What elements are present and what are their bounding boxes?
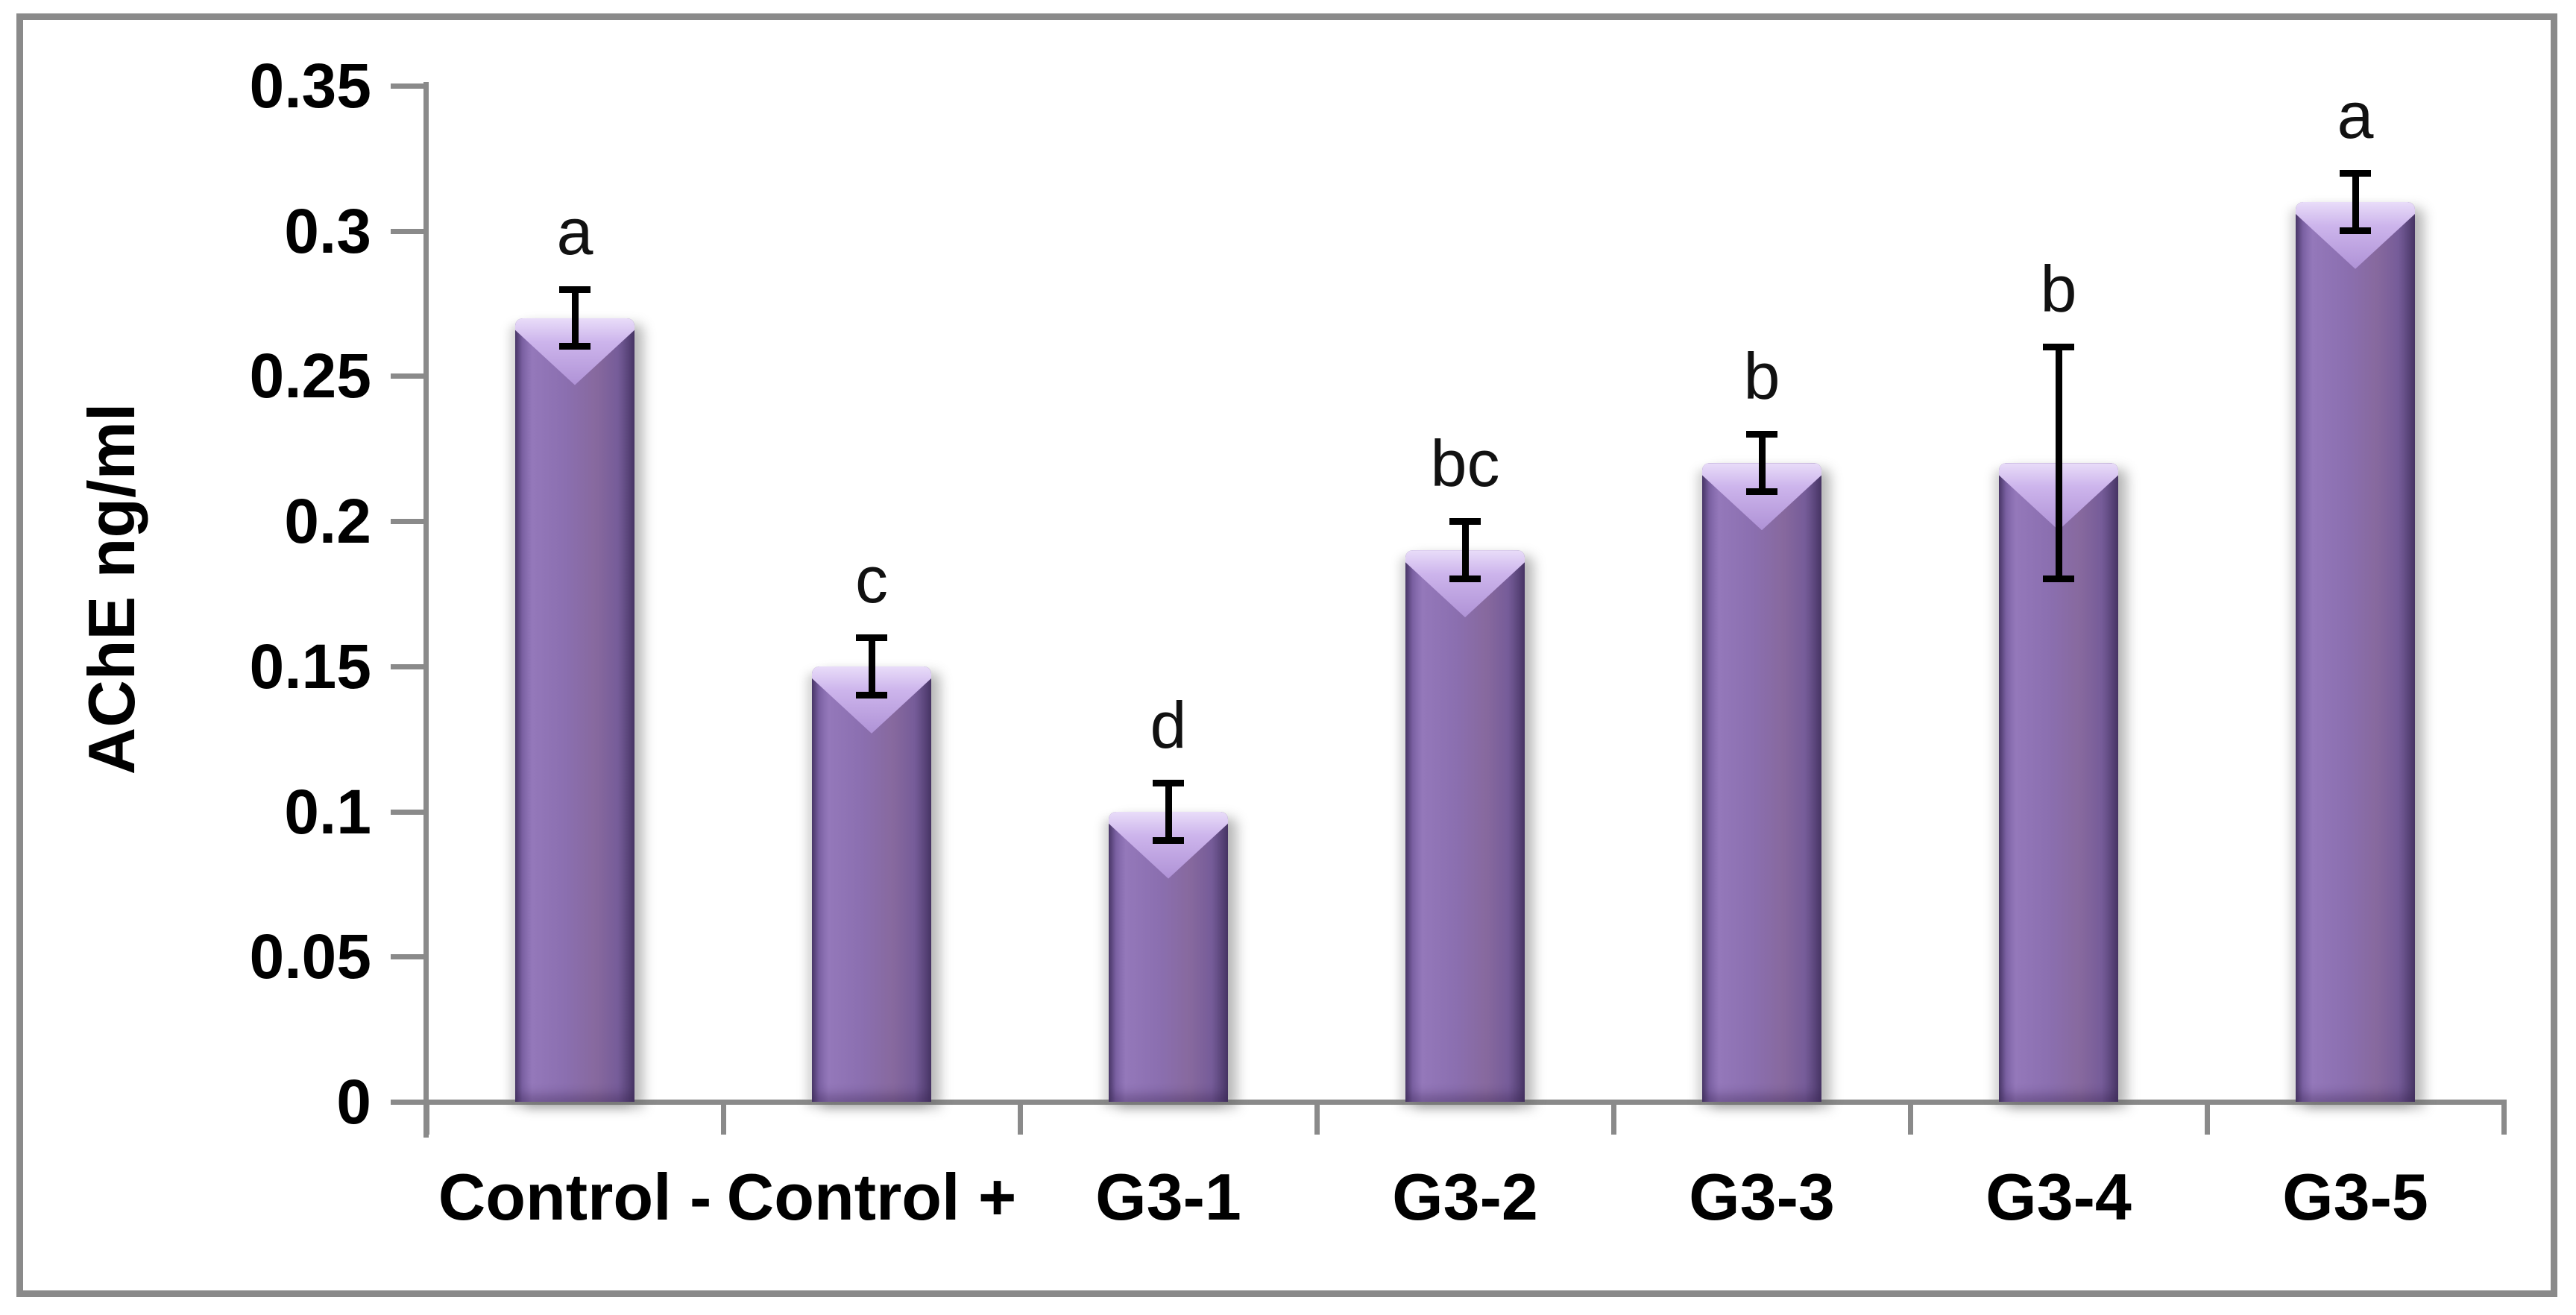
bar-g3-1 <box>1109 811 1228 1102</box>
error-bar-cap-top <box>2340 169 2371 177</box>
y-tick-label: 0.1 <box>284 776 371 847</box>
error-bar-line <box>2055 347 2062 580</box>
x-tick <box>1908 1102 1913 1135</box>
x-axis-category-label: G3-5 <box>2282 1160 2428 1234</box>
significance-letter: bc <box>1430 426 1500 501</box>
error-bar-cap-bottom <box>559 343 591 350</box>
x-tick <box>1611 1102 1616 1135</box>
y-tick-label: 0.25 <box>249 341 372 411</box>
error-bar-cap-top <box>1153 779 1184 786</box>
y-tick <box>391 663 423 669</box>
y-tick-label: 0.35 <box>249 51 372 121</box>
significance-letter: b <box>1743 339 1780 414</box>
y-tick <box>391 1100 423 1105</box>
x-tick <box>721 1102 726 1135</box>
x-axis-category-label: G3-4 <box>1985 1160 2132 1234</box>
x-tick <box>1314 1102 1320 1135</box>
y-tick <box>391 228 423 234</box>
error-bar-line <box>1461 521 1469 580</box>
chart-border <box>16 13 2557 1297</box>
significance-letter: a <box>2337 78 2374 152</box>
significance-letter: a <box>556 194 593 268</box>
error-bar-line <box>868 637 875 696</box>
significance-letter: c <box>855 542 888 616</box>
x-tick <box>1018 1102 1023 1135</box>
y-tick-label: 0.15 <box>249 631 372 701</box>
bar-g3-3 <box>1702 463 1821 1102</box>
error-bar-cap-top <box>856 634 887 641</box>
y-axis-title: AChE ng/ml <box>75 403 148 775</box>
error-bar-line <box>571 288 579 347</box>
error-bar-cap-bottom <box>1153 836 1184 844</box>
x-axis-category-label: Control + <box>726 1160 1017 1234</box>
y-tick-label: 0 <box>336 1067 371 1137</box>
x-axis-category-label: G3-3 <box>1689 1160 1835 1234</box>
bar-g3-5 <box>2296 201 2415 1102</box>
error-bar-cap-top <box>2043 344 2074 351</box>
error-bar-cap-bottom <box>1746 488 1777 496</box>
error-bar-cap-top <box>1449 518 1481 526</box>
bar-g3-2 <box>1405 550 1525 1102</box>
y-tick-label: 0.2 <box>284 486 371 557</box>
error-bar-cap-bottom <box>1449 575 1481 583</box>
x-axis-category-label: G3-1 <box>1095 1160 1241 1234</box>
y-tick <box>391 809 423 815</box>
error-bar-cap-bottom <box>2340 227 2371 234</box>
y-tick <box>391 83 423 89</box>
x-axis-line <box>391 1100 2507 1105</box>
y-axis-line <box>423 82 429 1138</box>
error-bar-line <box>1758 434 1766 493</box>
x-tick <box>424 1102 429 1135</box>
error-bar-cap-bottom <box>2043 575 2074 583</box>
bar-control- <box>515 318 634 1102</box>
y-tick <box>391 519 423 525</box>
error-bar-line <box>2352 172 2359 231</box>
error-bar-cap-top <box>1746 431 1777 438</box>
significance-letter: b <box>2040 252 2077 327</box>
y-tick <box>391 373 423 379</box>
error-bar-cap-top <box>559 286 591 293</box>
y-tick <box>391 954 423 960</box>
x-axis-category-label: G3-2 <box>1392 1160 1538 1234</box>
y-tick-label: 0.3 <box>284 195 371 266</box>
x-axis-category-label: Control - <box>438 1160 712 1234</box>
bar-control+ <box>812 666 931 1102</box>
y-tick-label: 0.05 <box>249 921 372 992</box>
x-tick <box>2205 1102 2210 1135</box>
significance-letter: d <box>1150 687 1187 762</box>
error-bar-line <box>1165 782 1172 841</box>
x-tick <box>2501 1102 2507 1135</box>
error-bar-cap-bottom <box>856 691 887 699</box>
